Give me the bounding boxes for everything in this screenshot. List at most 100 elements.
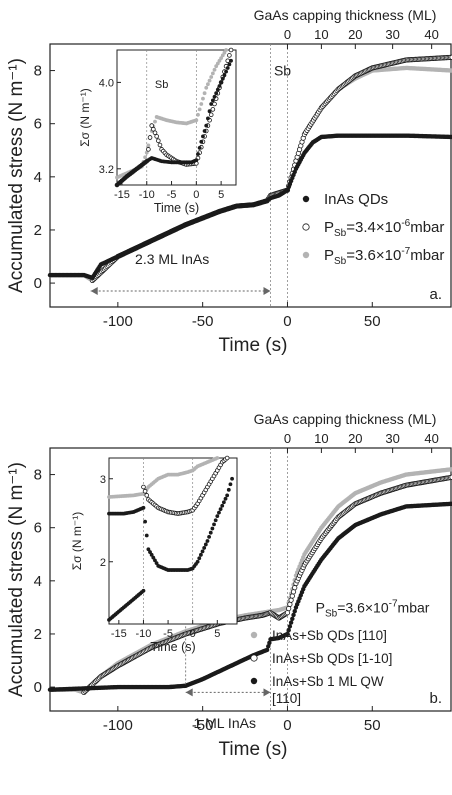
data-point	[289, 593, 295, 599]
inset-x-tick-label: 0	[190, 628, 196, 640]
inset-data-point	[143, 519, 148, 524]
inset-data-point	[202, 546, 207, 550]
inset-data-point	[144, 150, 149, 155]
legend-label: P	[324, 247, 334, 264]
inset-data-point	[195, 559, 200, 564]
inset-data-point	[207, 534, 212, 539]
inset-frame	[116, 49, 237, 186]
inset-data-point	[221, 500, 226, 505]
inset-data-point	[147, 135, 153, 140]
inset-data-point	[205, 539, 210, 543]
legend-entry: InAs QDs	[324, 191, 388, 208]
inset-x-tick-label: -10	[136, 628, 152, 640]
inset-data-point	[146, 143, 151, 148]
inset-frame	[108, 457, 238, 625]
inset-data-point	[194, 118, 199, 123]
inset-data-point	[200, 549, 205, 554]
inset-data-point	[225, 66, 230, 70]
legend-marker	[250, 631, 258, 639]
top-axis-label: GaAs capping thickness (ML)	[254, 7, 437, 23]
data-point	[286, 605, 292, 612]
inset-data-point	[227, 62, 232, 67]
inset-data-point	[210, 71, 215, 76]
inset-data-point	[206, 116, 210, 121]
legend-entry: PSb=3.4×10-6mbar	[324, 218, 444, 239]
data-point	[267, 640, 272, 646]
data-point	[291, 612, 296, 618]
data-point	[449, 467, 452, 472]
inset-data-point	[154, 134, 159, 139]
top-tick-label: 40	[424, 27, 438, 42]
top-axis-label: GaAs capping thickness (ML)	[254, 411, 437, 427]
top-tick-label: 30	[385, 27, 399, 42]
inset-data-point	[153, 558, 157, 563]
inset-data-point	[194, 158, 199, 163]
top-tick-label: 20	[348, 431, 362, 446]
inset-data-point	[201, 134, 205, 139]
inset-data-point	[153, 119, 157, 124]
inset-data-point	[212, 67, 217, 72]
inset-data-point	[212, 94, 217, 99]
data-point	[266, 644, 271, 649]
arrow-head-right	[263, 688, 271, 697]
inset-data-point	[208, 530, 213, 535]
inset-y-tick-label: 2	[100, 557, 106, 569]
inset-data-point	[197, 107, 202, 112]
x-tick-label: 0	[283, 313, 291, 330]
inset-data-point	[141, 588, 146, 593]
inset-data-point	[219, 80, 224, 85]
inset-data-point	[207, 78, 212, 83]
data-point	[286, 627, 291, 633]
series-0	[47, 133, 452, 280]
inset-data-point	[151, 555, 156, 560]
inset-series-0	[107, 456, 220, 499]
inset-data-point	[226, 487, 231, 492]
data-point	[292, 585, 298, 591]
inset-data-point	[224, 455, 230, 461]
plot-frame	[49, 447, 452, 712]
legend-marker	[302, 251, 310, 259]
inset-series-0	[115, 58, 233, 187]
inset-data-point	[215, 456, 220, 460]
inset-data-point	[230, 476, 234, 481]
top-tick-label: 0	[284, 27, 291, 42]
inset-x-tick-label: -5	[167, 189, 177, 201]
legend-rest: =3.4×10	[346, 219, 401, 236]
legend: InAs+Sb QDs [110] InAs+Sb QDs [1-10] InAs+…	[250, 628, 392, 706]
inset-data-point	[217, 84, 222, 88]
inset-data-point	[217, 510, 221, 515]
inset-data-point	[227, 53, 232, 58]
data-point	[449, 134, 452, 140]
top-tick-label: 40	[424, 431, 438, 446]
data-point	[449, 68, 452, 73]
data-point	[287, 624, 293, 629]
inset-x-tick-label: 5	[214, 628, 220, 640]
inset-data-point	[144, 533, 149, 538]
data-point	[264, 647, 270, 653]
inset-series-3	[107, 588, 146, 622]
y-tick-label: 0	[34, 679, 42, 696]
inset-data-point	[220, 76, 225, 81]
inset-data-point	[149, 123, 155, 128]
inset-x-tick-label: 0	[193, 189, 199, 201]
y-tick-label: 2	[34, 626, 42, 643]
inset-y-tick-label: 3	[100, 474, 106, 486]
inset-data-point	[215, 87, 220, 92]
inset-data-point	[149, 552, 154, 557]
x-tick-label: -100	[103, 313, 133, 330]
inset-data-point	[228, 47, 234, 53]
x-tick-label: 50	[364, 717, 381, 734]
inset-data-point	[202, 129, 207, 133]
inset-x-tick-label: -5	[163, 628, 173, 640]
inset-data-point	[204, 123, 209, 128]
inset-data-point	[142, 488, 148, 494]
inset-data-point	[198, 552, 203, 557]
inset-data-point	[157, 142, 163, 148]
inset-data-point	[148, 550, 152, 554]
legend-label: InAs+Sb 1 ML QW	[272, 674, 384, 689]
x-tick-label: 50	[364, 313, 381, 330]
inset-x-tick-label: -10	[139, 189, 155, 201]
inset-data-point	[199, 102, 204, 106]
inset-data-point	[209, 102, 214, 106]
